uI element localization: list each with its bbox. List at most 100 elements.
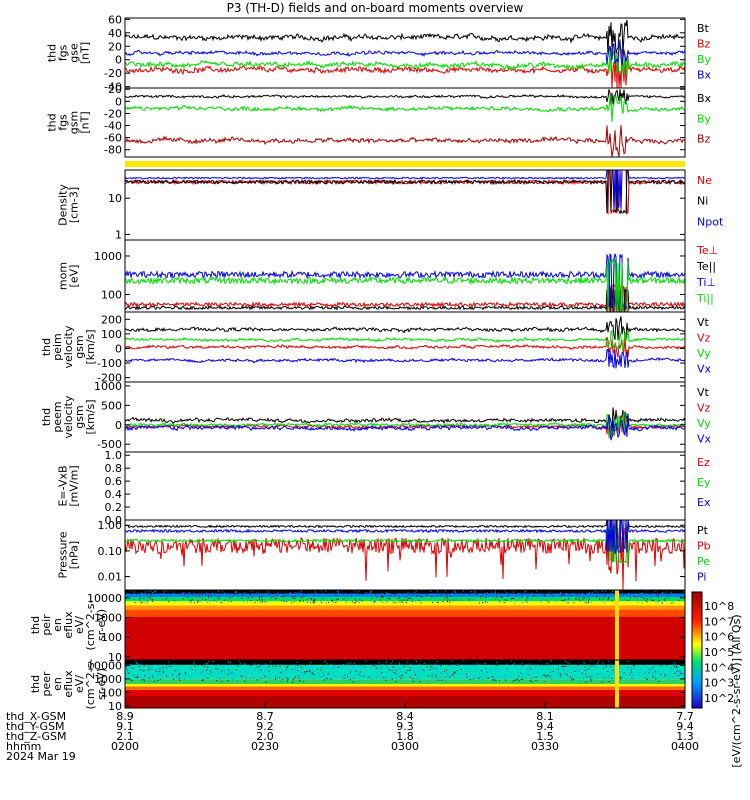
spectro-pixel bbox=[467, 679, 469, 681]
spectro-pixel bbox=[184, 594, 186, 596]
spectro-pixel bbox=[314, 596, 316, 598]
spectro-pixel bbox=[531, 680, 533, 682]
spectro-pixel bbox=[192, 594, 194, 596]
spectro-pixel bbox=[177, 676, 179, 678]
spectro-pixel bbox=[151, 591, 153, 593]
y-tick-label: 0.6 bbox=[105, 475, 123, 488]
spectro-pixel bbox=[448, 664, 450, 666]
spectro-pixel bbox=[548, 672, 550, 674]
spectro-pixel bbox=[344, 597, 346, 599]
spectro-pixel bbox=[514, 679, 516, 681]
spectro-pixel bbox=[434, 668, 436, 670]
spectro-pixel bbox=[662, 665, 664, 667]
spectro-pixel bbox=[679, 593, 681, 595]
spectro-pixel bbox=[389, 597, 391, 599]
spectro-pixel bbox=[438, 593, 440, 595]
spectro-pixel bbox=[279, 681, 281, 683]
spectro-pixel bbox=[573, 602, 575, 604]
spectro-pixel bbox=[548, 601, 550, 603]
spectro-pixel bbox=[308, 597, 310, 599]
spectro-pixel bbox=[215, 591, 217, 593]
spectro-pixel bbox=[173, 678, 175, 680]
spectro-pixel bbox=[665, 660, 667, 662]
spectro-pixel bbox=[427, 594, 429, 596]
spectro-pixel bbox=[547, 592, 549, 594]
spectro-pixel bbox=[357, 664, 359, 666]
spectro-pixel bbox=[475, 662, 477, 664]
spectro-pixel bbox=[315, 591, 317, 593]
spectro-pixel bbox=[411, 599, 413, 601]
spectro-pixel bbox=[523, 591, 525, 593]
spectro-pixel bbox=[579, 590, 581, 592]
spectro-pixel bbox=[513, 594, 515, 596]
spectro-pixel bbox=[602, 590, 604, 592]
spectro-pixel bbox=[624, 670, 626, 672]
spectro-pixel bbox=[295, 662, 297, 664]
spectro-pixel bbox=[601, 590, 603, 592]
footer-value: 1.5 bbox=[536, 730, 554, 743]
spectro-pixel bbox=[309, 597, 311, 599]
spectro-pixel bbox=[609, 591, 611, 593]
spectro-pixel bbox=[415, 590, 417, 592]
spectro-pixel bbox=[677, 592, 679, 594]
spectro-pixel bbox=[354, 592, 356, 594]
spectro-pixel bbox=[631, 594, 633, 596]
spectro-pixel bbox=[174, 592, 176, 594]
spectro-pixel bbox=[265, 667, 267, 669]
spectro-pixel bbox=[646, 592, 648, 594]
y-axis-label: gse bbox=[68, 43, 81, 63]
spectro-pixel bbox=[218, 672, 220, 674]
spectro-pixel bbox=[307, 601, 309, 603]
spectro-pixel bbox=[652, 675, 654, 677]
y-axis-label: eflux bbox=[62, 670, 75, 698]
spectro-pixel bbox=[249, 664, 251, 666]
spectro-pixel bbox=[495, 679, 497, 681]
spectro-pixel bbox=[205, 592, 207, 594]
spectro-pixel bbox=[539, 600, 541, 602]
spectro-pixel bbox=[537, 671, 539, 673]
spectro-pixel bbox=[220, 601, 222, 603]
spectro-pixel bbox=[459, 681, 461, 683]
spectro-pixel bbox=[244, 663, 246, 665]
spectro-pixel bbox=[667, 596, 669, 598]
spectro-pixel bbox=[228, 662, 230, 664]
spectro-pixel bbox=[572, 592, 574, 594]
spectro-pixel bbox=[169, 600, 171, 602]
legend-fgs_gsm-1: By bbox=[697, 112, 712, 125]
spectro-pixel bbox=[396, 676, 398, 678]
spectro-pixel bbox=[646, 666, 648, 668]
spectro-pixel bbox=[216, 590, 218, 592]
spectro-pixel bbox=[472, 598, 474, 600]
spectro-pixel bbox=[359, 598, 361, 600]
spectro-pixel bbox=[245, 596, 247, 598]
spectro-pixel bbox=[590, 665, 592, 667]
spectro-pixel bbox=[592, 667, 594, 669]
spectro-pixel bbox=[672, 681, 674, 683]
spectro-pixel bbox=[548, 595, 550, 597]
spectro-pixel bbox=[279, 591, 281, 593]
spectro-pixel bbox=[343, 680, 345, 682]
spectro-pixel bbox=[313, 602, 315, 604]
spectro-pixel bbox=[399, 596, 401, 598]
spectro-pixel bbox=[337, 590, 339, 592]
spectro-pixel bbox=[466, 675, 468, 677]
spectro-pixel bbox=[545, 676, 547, 678]
legend-peem_velocity-1: Vz bbox=[697, 402, 711, 415]
spectro-pixel bbox=[145, 673, 147, 675]
spectro-pixel bbox=[225, 598, 227, 600]
spectro-pixel bbox=[681, 600, 683, 602]
spectro-pixel bbox=[310, 661, 312, 663]
y-tick-label: 1000 bbox=[94, 380, 122, 393]
y-axis-label: gsm bbox=[68, 111, 81, 134]
spectro-pixel bbox=[444, 681, 446, 683]
spectro-pixel bbox=[576, 598, 578, 600]
spectro-pixel bbox=[470, 677, 472, 679]
spectro-pixel bbox=[679, 596, 681, 598]
spectro-pixel bbox=[258, 595, 260, 597]
spectro-pixel bbox=[596, 591, 598, 593]
y-axis-label: [nT] bbox=[79, 111, 92, 133]
spectro-pixel bbox=[647, 671, 649, 673]
spectro-pixel bbox=[612, 669, 614, 671]
spectro-pixel bbox=[328, 594, 330, 596]
spectro-pixel bbox=[672, 601, 674, 603]
